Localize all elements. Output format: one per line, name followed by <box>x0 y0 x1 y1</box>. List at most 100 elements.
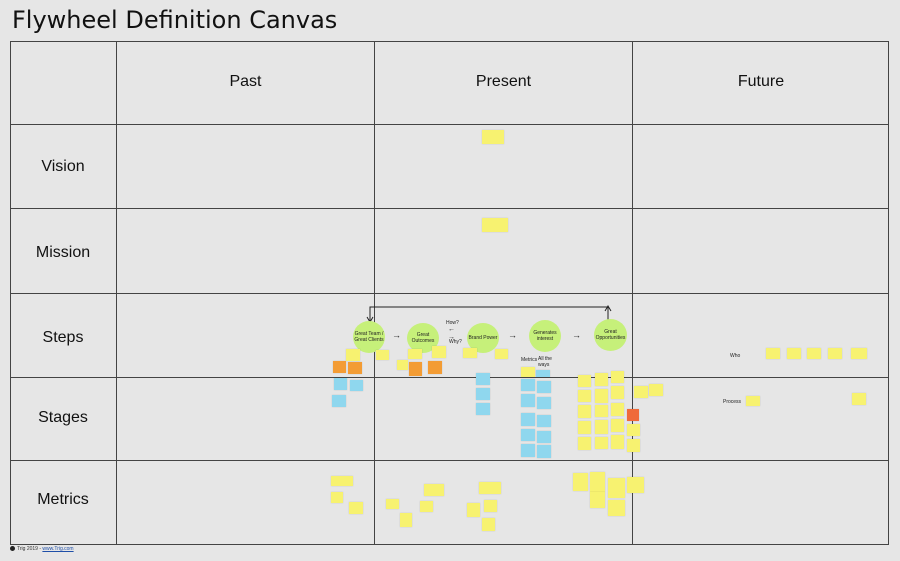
sticky-note[interactable] <box>482 130 504 144</box>
sticky-note[interactable] <box>807 348 821 359</box>
sticky-note[interactable] <box>537 445 551 458</box>
sticky-note[interactable] <box>420 501 433 512</box>
sticky-note[interactable] <box>578 390 591 402</box>
sticky-note[interactable] <box>590 472 605 492</box>
sticky-note[interactable] <box>476 373 490 385</box>
sticky-note[interactable] <box>611 386 624 399</box>
sticky-note[interactable] <box>611 371 624 383</box>
arrow-right-icon: → <box>572 330 581 340</box>
row-label-vision: Vision <box>41 158 85 175</box>
arrow-right-icon: → <box>392 330 401 340</box>
sticky-note[interactable] <box>333 361 346 373</box>
column-header-past: Past <box>229 73 262 90</box>
sticky-note[interactable] <box>611 435 624 449</box>
sticky-note[interactable] <box>627 424 640 436</box>
row-label-metrics: Metrics <box>37 491 89 508</box>
sticky-note[interactable] <box>376 350 389 360</box>
step-circle[interactable]: Brand Power <box>467 323 499 353</box>
sticky-note[interactable] <box>479 482 501 494</box>
sticky-note[interactable] <box>467 503 480 517</box>
copyright-icon <box>10 546 15 552</box>
row-label-stages: Stages <box>38 409 88 426</box>
sticky-note[interactable] <box>537 397 551 409</box>
sticky-note[interactable] <box>482 218 508 232</box>
sticky-note[interactable] <box>578 421 591 434</box>
sticky-note[interactable] <box>521 444 535 457</box>
sticky-note[interactable] <box>746 396 760 406</box>
sticky-note[interactable] <box>595 437 608 449</box>
sticky-note[interactable] <box>349 502 363 514</box>
sticky-note[interactable] <box>521 367 535 377</box>
sticky-note[interactable] <box>595 405 608 417</box>
sticky-note[interactable] <box>537 431 551 443</box>
arrow-left-icon: ← <box>448 326 455 333</box>
sticky-note[interactable] <box>521 429 535 441</box>
sticky-note[interactable] <box>495 349 508 359</box>
sticky-note[interactable] <box>766 348 780 359</box>
sticky-note[interactable] <box>787 348 801 359</box>
sticky-note[interactable] <box>595 420 608 434</box>
sticky-note[interactable] <box>476 403 490 415</box>
sticky-note[interactable] <box>537 381 551 393</box>
sticky-note[interactable] <box>578 437 591 450</box>
sticky-note[interactable] <box>627 409 639 421</box>
sticky-note[interactable] <box>424 484 444 496</box>
sticky-note[interactable] <box>536 370 550 377</box>
sticky-note[interactable] <box>386 499 399 509</box>
sticky-note[interactable] <box>634 386 648 398</box>
arrow-right-icon: → <box>448 334 455 341</box>
how-label: How? <box>446 320 459 326</box>
sticky-note[interactable] <box>521 379 535 391</box>
sticky-note[interactable] <box>331 476 353 486</box>
sticky-note[interactable] <box>627 439 640 452</box>
step-circle[interactable]: Great Team / Great Clients <box>353 321 385 353</box>
sticky-note[interactable] <box>608 500 625 516</box>
footer-text: Trig 2019 - <box>17 546 43 552</box>
sticky-note[interactable] <box>573 473 588 491</box>
sticky-note[interactable] <box>590 492 605 508</box>
future-process-label: Process <box>723 399 742 405</box>
sticky-note[interactable] <box>476 388 490 400</box>
sticky-note[interactable] <box>346 349 360 361</box>
sticky-note[interactable] <box>463 348 477 358</box>
sticky-note[interactable] <box>521 413 535 426</box>
grid-line <box>10 460 889 461</box>
sticky-note[interactable] <box>521 394 535 407</box>
sticky-note[interactable] <box>537 415 551 427</box>
sticky-note[interactable] <box>828 348 842 359</box>
sticky-note[interactable] <box>482 518 495 531</box>
step-circle[interactable]: Great Opportunities <box>594 319 627 351</box>
sticky-note[interactable] <box>397 360 408 370</box>
sticky-note[interactable] <box>595 389 608 403</box>
sticky-note[interactable] <box>348 362 362 374</box>
sticky-note[interactable] <box>331 492 343 503</box>
grid-line <box>10 377 889 378</box>
sticky-note[interactable] <box>408 349 422 359</box>
sticky-note[interactable] <box>611 419 624 432</box>
grid-line <box>10 208 889 209</box>
sticky-note[interactable] <box>334 378 347 390</box>
sticky-note[interactable] <box>611 403 624 416</box>
sticky-note[interactable] <box>428 361 442 374</box>
sticky-note[interactable] <box>409 362 422 376</box>
sticky-note[interactable] <box>595 373 608 386</box>
sticky-note[interactable] <box>852 393 866 405</box>
sticky-note[interactable] <box>332 395 346 407</box>
sticky-note[interactable] <box>484 500 497 512</box>
sticky-note[interactable] <box>400 513 412 527</box>
sticky-note[interactable] <box>432 346 446 358</box>
sticky-note[interactable] <box>627 477 644 493</box>
metrics-label: Metrics <box>521 357 538 363</box>
flywheel-loop-arrow <box>366 305 612 323</box>
row-label-mission: Mission <box>35 244 91 261</box>
footer-link[interactable]: www.Trig.com <box>42 546 74 552</box>
sticky-note[interactable] <box>578 375 591 387</box>
sticky-note[interactable] <box>649 384 663 396</box>
sticky-note[interactable] <box>578 405 591 418</box>
step-circle[interactable]: Generates interest <box>529 320 561 352</box>
sticky-note[interactable] <box>350 380 363 391</box>
sticky-note[interactable] <box>851 348 867 359</box>
sticky-note[interactable] <box>608 478 625 498</box>
grid-line <box>10 293 889 294</box>
column-header-future: Future <box>737 73 785 90</box>
